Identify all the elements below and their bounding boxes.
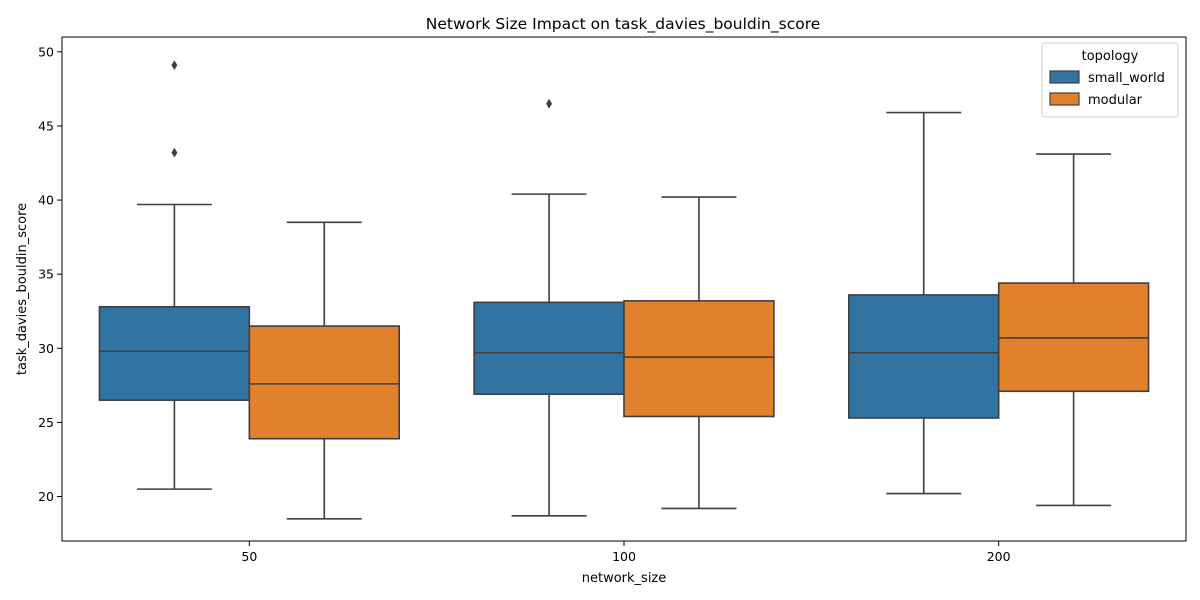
box-modular-50 — [248, 221, 400, 520]
y-tick-label: 20 — [38, 489, 54, 504]
iqr-box — [847, 294, 1000, 419]
box-modular-100 — [623, 196, 775, 510]
iqr-box — [623, 300, 775, 418]
axes: 20 25 30 35 40 45 50 50 100 200 — [38, 44, 1011, 564]
legend-swatch — [1049, 92, 1080, 106]
box-small_world-50 — [98, 60, 251, 490]
y-tick-label: 25 — [38, 415, 54, 430]
legend-title: topology — [1082, 49, 1139, 64]
legend-swatch — [1049, 70, 1080, 84]
y-tick-label: 30 — [38, 341, 54, 356]
outlier-point — [546, 98, 553, 109]
x-tick-label: 200 — [987, 549, 1011, 564]
legend-label: modular — [1088, 93, 1143, 108]
y-axis-label: task_davies_bouldin_score — [15, 203, 30, 375]
box-small_world-200 — [847, 111, 1000, 495]
iqr-box — [248, 325, 400, 440]
x-tick-label: 50 — [241, 549, 257, 564]
y-tick-label: 40 — [38, 193, 54, 208]
x-tick-label: 100 — [612, 549, 636, 564]
iqr-box — [473, 301, 625, 396]
box-modular-200 — [997, 153, 1150, 507]
plot-area — [98, 60, 1150, 520]
y-tick-label: 45 — [38, 118, 54, 133]
chart-title: Network Size Impact on task_davies_bould… — [426, 15, 821, 34]
box-small_world-100 — [473, 98, 625, 517]
x-axis-label: network_size — [582, 571, 667, 586]
y-tick-label: 35 — [38, 267, 54, 282]
outlier-point — [171, 60, 178, 71]
legend-item-small_world: small_world — [1049, 70, 1165, 86]
iqr-box — [98, 305, 251, 401]
legend-item-modular: modular — [1049, 92, 1143, 108]
legend-label: small_world — [1088, 71, 1165, 86]
outlier-point — [171, 147, 178, 158]
y-tick-label: 50 — [38, 44, 54, 59]
